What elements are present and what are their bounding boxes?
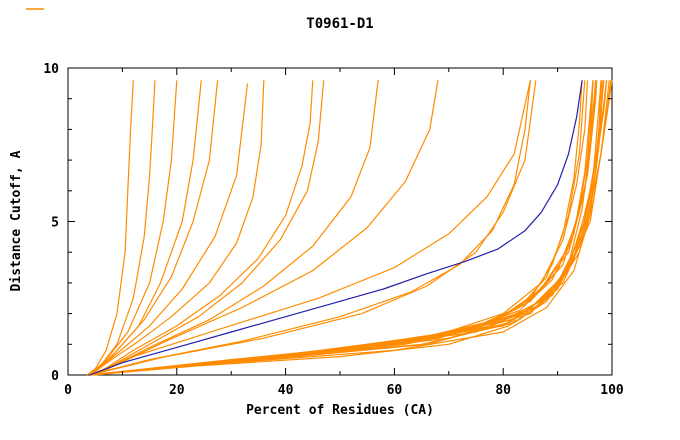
curve-model-06 [89,83,249,376]
curve-model-11 [94,80,439,376]
curve-model-05 [92,80,219,376]
curve-model-10 [94,80,379,376]
y-tick-label: 5 [51,216,59,231]
x-tick-label: 20 [169,383,185,398]
curve-model-15 [89,80,583,376]
y-tick-label: 10 [43,62,59,77]
x-tick-label: 80 [495,383,511,398]
x-tick-label: 100 [600,383,624,398]
chart-title: T0961-D1 [306,16,373,32]
curve-model-14 [89,80,537,376]
curve-model-18 [89,80,594,376]
x-tick-label: 60 [387,383,403,398]
curve-model-21 [89,80,597,376]
curve-model-24 [89,80,602,376]
curve-model-28 [89,80,602,376]
curve-model-20 [89,80,594,376]
plot-box [67,67,613,376]
x-tick-label: 0 [64,383,72,398]
curve-model-02 [89,80,156,376]
curve-model-08 [94,80,314,376]
curve-model-17 [89,80,589,376]
y-axis-label: Distance Cutoff, A [9,150,24,291]
ticks-group: 0 20 40 60 80 100 0 5 10 [43,62,624,398]
x-tick-label: 40 [278,383,294,398]
curve-model-01 [86,80,134,376]
y-tick-label: 0 [51,369,59,384]
curve-model-07 [89,80,265,376]
curve-model-19 [89,80,594,376]
curve-model-03 [89,80,178,376]
curve-model-12 [89,80,531,376]
axes-border [67,67,613,376]
curve-model-34 [95,80,613,376]
x-axis-label: Percent of Residues (CA) [246,403,434,418]
curve-highlight-model [89,80,583,376]
curve-model-22 [89,80,597,376]
curve-model-16 [89,80,586,376]
curve-model-09 [94,80,325,376]
curves-group [86,80,613,376]
